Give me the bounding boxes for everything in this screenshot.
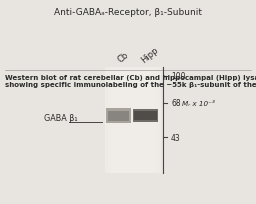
Text: Anti-GABAₐ-Receptor, β₁-Subunit: Anti-GABAₐ-Receptor, β₁-Subunit <box>54 8 202 17</box>
Bar <box>108 111 129 121</box>
Text: 43: 43 <box>171 133 181 142</box>
Text: Hipp: Hipp <box>140 45 160 64</box>
Bar <box>105 67 106 173</box>
Bar <box>156 67 157 173</box>
Bar <box>106 67 107 173</box>
Bar <box>159 67 160 173</box>
Bar <box>107 67 108 173</box>
Text: Western blot of rat cerebellar (Cb) and hippocampal (Hipp) lysates
showing speci: Western blot of rat cerebellar (Cb) and … <box>5 74 256 87</box>
Text: Cb: Cb <box>116 50 131 64</box>
Bar <box>105 67 161 173</box>
Bar <box>109 67 110 173</box>
Bar <box>108 67 109 173</box>
Text: 100: 100 <box>171 72 186 81</box>
Text: 68: 68 <box>171 99 181 108</box>
Bar <box>155 67 156 173</box>
Bar <box>160 67 161 173</box>
Bar <box>134 111 157 120</box>
Bar <box>133 109 158 122</box>
Bar <box>158 67 159 173</box>
Bar <box>157 67 158 173</box>
Text: Mᵣ x 10⁻³: Mᵣ x 10⁻³ <box>182 100 215 106</box>
Bar <box>106 108 131 123</box>
Bar <box>110 67 111 173</box>
Text: GABA β₁: GABA β₁ <box>44 114 77 123</box>
